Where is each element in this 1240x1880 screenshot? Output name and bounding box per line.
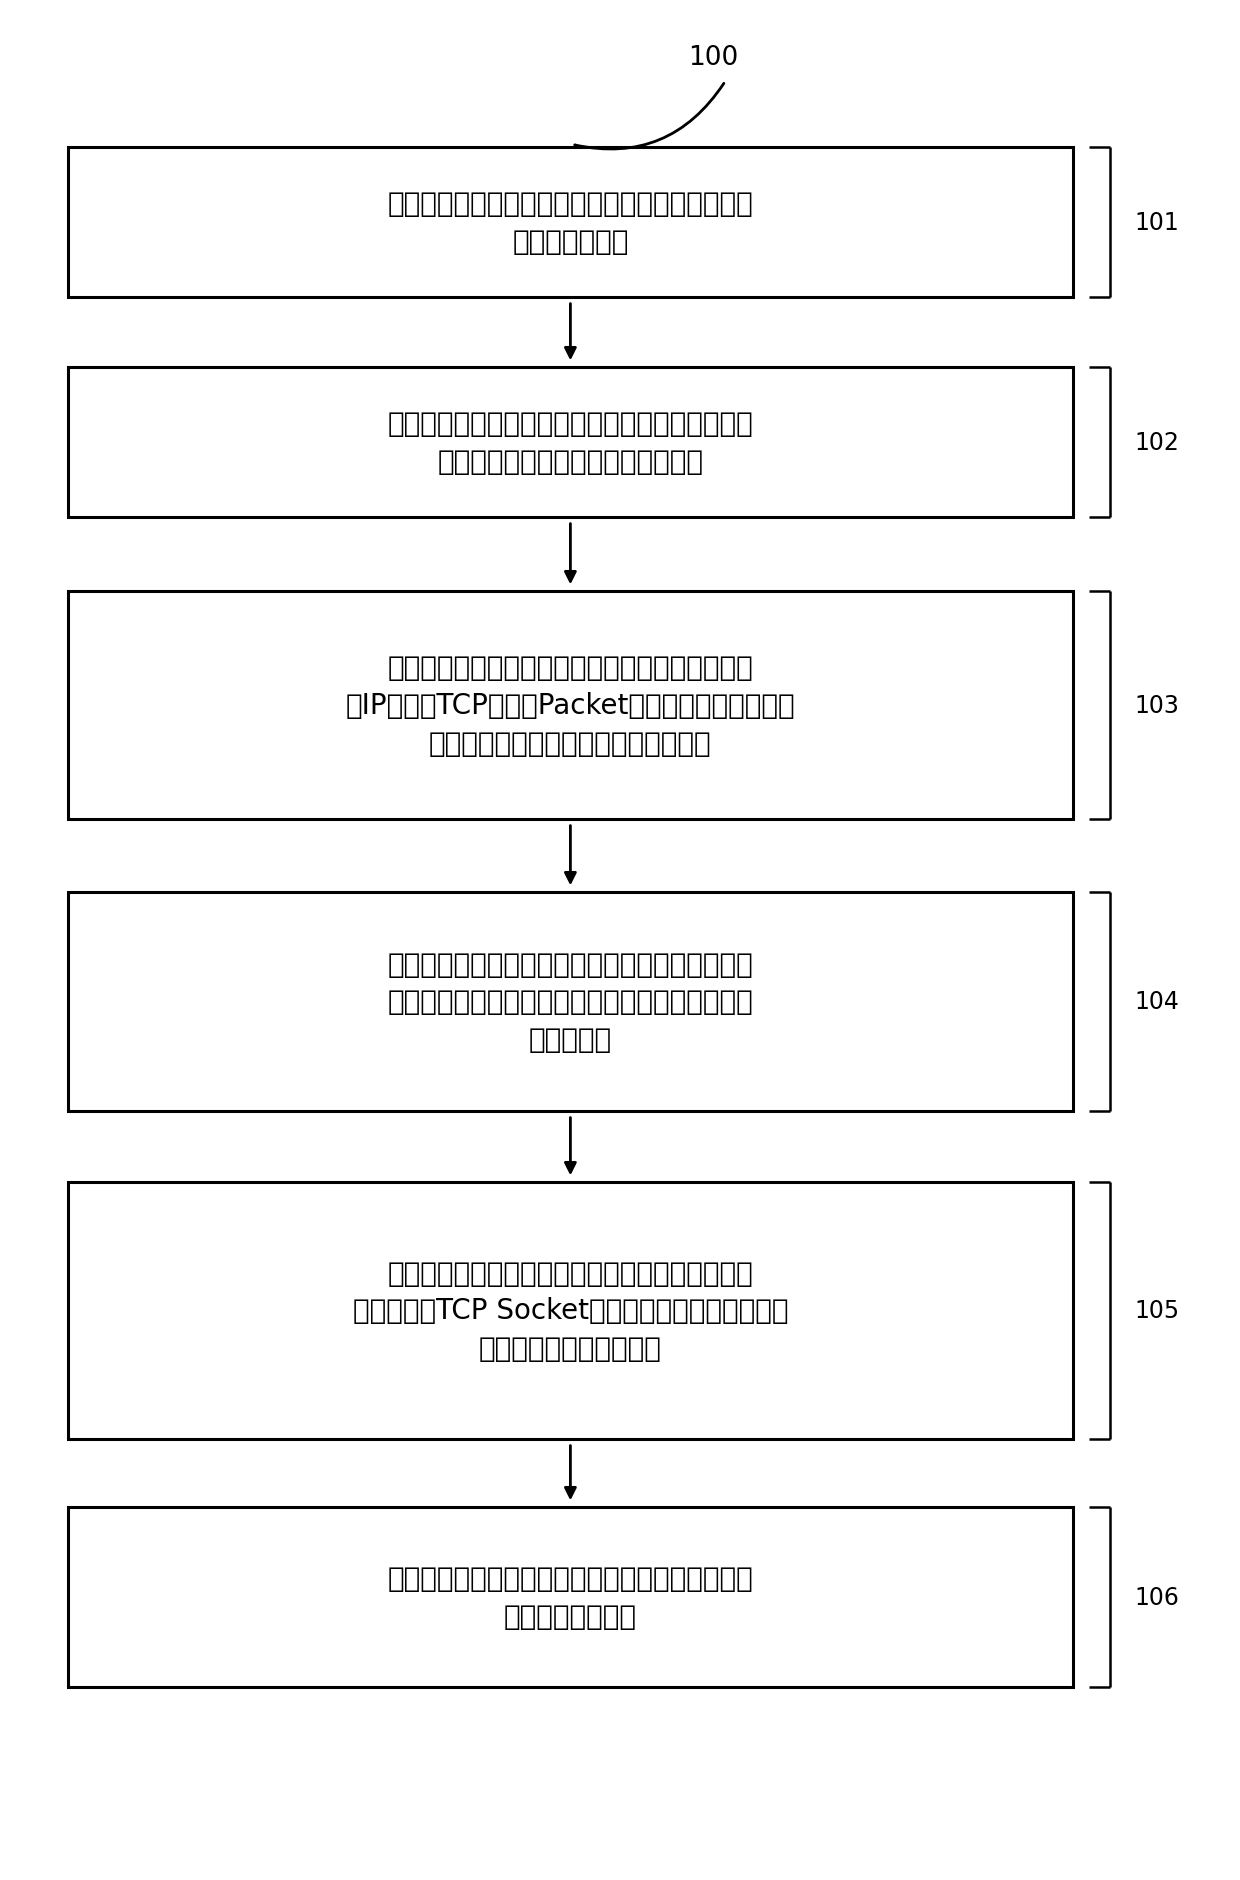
FancyArrowPatch shape <box>575 85 724 150</box>
Text: 106: 106 <box>1135 1585 1179 1609</box>
Bar <box>68 592 1073 820</box>
Text: 102: 102 <box>1135 431 1179 455</box>
Text: 104: 104 <box>1135 991 1179 1013</box>
Text: 采用每个拥塞端口的调度流和降速因子生成调整报
文，并通过TCP Socket通信的方式将该调整报文发
送给调度流对应的主机端: 采用每个拥塞端口的调度流和降速因子生成调整报 文，并通过TCP Socket通信… <box>352 1260 789 1363</box>
Text: 主机端根据调整报文中的调度流和降速因子，调整
调度流的发送速率: 主机端根据调整报文中的调度流和降速因子，调整 调度流的发送速率 <box>388 1564 753 1630</box>
Bar <box>68 893 1073 1111</box>
Bar <box>68 1508 1073 1686</box>
Text: 控制器接收交换机上传的拥塞报文，并根据拥塞报
文对应端口的拥塞等级选取端口需要降速的调度流
和降速因子: 控制器接收交换机上传的拥塞报文，并根据拥塞报 文对应端口的拥塞等级选取端口需要降… <box>388 949 753 1055</box>
Text: 103: 103 <box>1135 694 1179 718</box>
Text: 若端口处于拥塞状态，根据不同拥塞等级的队列长
度阈值，对端口的拥塞等级进行标记: 若端口处于拥塞状态，根据不同拥塞等级的队列长 度阈值，对端口的拥塞等级进行标记 <box>388 410 753 476</box>
Bar <box>68 149 1073 297</box>
Text: 提取处于拥塞状态的端口新入队的每个数据包的源
目IP、源目TCP端口和Packet字节大小，并采用提取
的信息与端口的拥塞等级生成拥塞报文: 提取处于拥塞状态的端口新入队的每个数据包的源 目IP、源目TCP端口和Packe… <box>346 654 795 758</box>
Text: 交换机获取其每个端口的队列长度，并判断端口是
否处于拥塞状态: 交换机获取其每个端口的队列长度，并判断端口是 否处于拥塞状态 <box>388 190 753 256</box>
Text: 101: 101 <box>1135 211 1179 235</box>
Bar <box>68 368 1073 517</box>
Bar <box>68 1183 1073 1440</box>
Text: 105: 105 <box>1135 1299 1179 1324</box>
Text: 100: 100 <box>688 45 738 71</box>
